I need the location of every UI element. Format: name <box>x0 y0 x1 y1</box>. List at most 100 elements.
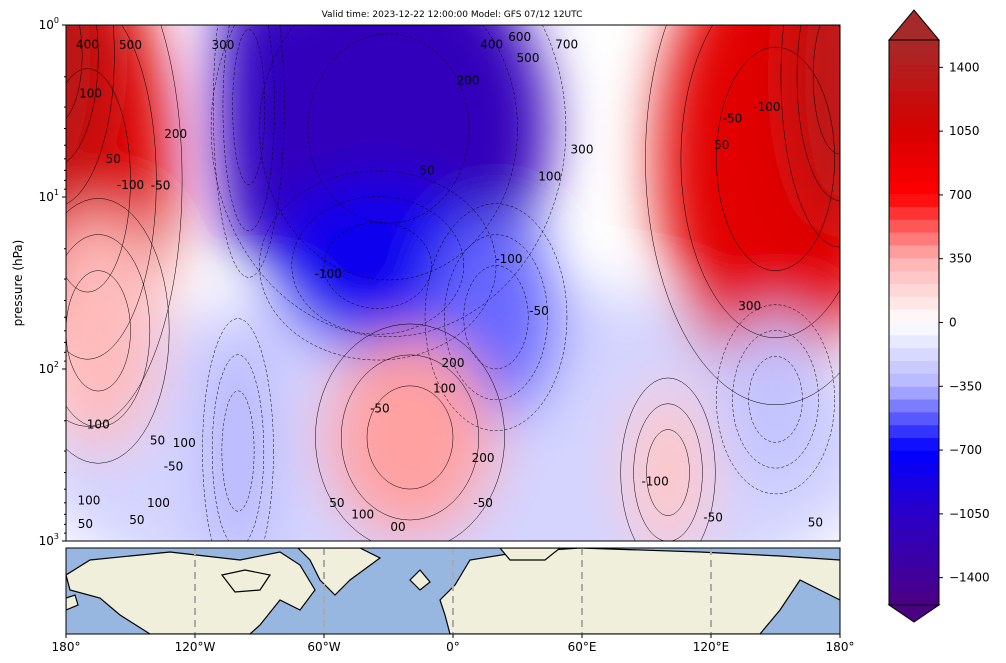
contour-label: -50 <box>723 112 743 126</box>
colorbar-segment <box>889 52 939 67</box>
contour-line <box>259 25 518 281</box>
colorbar-segment <box>889 438 939 452</box>
contour-line <box>66 25 115 205</box>
colorbar-tick-label: 1400 <box>949 60 980 74</box>
field-cell <box>216 25 281 262</box>
y-tick-label: 102 <box>39 360 59 376</box>
contour-label: 100 <box>433 382 456 396</box>
land-mass <box>439 548 840 634</box>
contour-line <box>680 25 840 338</box>
contour-line <box>424 203 568 431</box>
colorbar-segment <box>889 40 939 54</box>
contour-line <box>202 318 274 541</box>
colorbar-segment <box>889 553 939 567</box>
contour-line <box>291 196 464 335</box>
colorbar: 1400 1050 700 350 0 −350 −700 −1050 −1400 <box>887 9 990 623</box>
plot-frame <box>65 24 841 542</box>
contour-line <box>340 354 480 521</box>
colorbar-segment <box>889 91 939 105</box>
contour-label: 400 <box>76 38 99 52</box>
colorbar-tick-label: −1050 <box>949 507 990 521</box>
contour-label: 00 <box>390 520 405 534</box>
colorbar-segment <box>889 361 939 375</box>
colorbar-segment <box>889 258 939 272</box>
field-cell <box>721 313 830 486</box>
contour-label: 100 <box>538 169 561 183</box>
x-tick-label: 60°W <box>307 640 340 654</box>
contour-label: 400 <box>480 38 503 52</box>
contour-line <box>748 356 803 443</box>
colorbar-tick-label: 700 <box>949 188 972 202</box>
contour-label: -100 <box>117 178 144 192</box>
contour-label: -100 <box>495 252 522 266</box>
contour-line <box>633 403 703 541</box>
land-mass <box>409 569 431 591</box>
y-tick-label: 101 <box>39 188 59 204</box>
colorbar-segment <box>889 399 939 413</box>
colorbar-segment <box>889 117 939 131</box>
contour-line <box>444 234 548 401</box>
contour-label: 500 <box>517 51 540 65</box>
contour-line <box>259 170 497 361</box>
field-cell <box>786 25 840 232</box>
colorbar-segment <box>889 335 939 349</box>
contour-label: 100 <box>147 496 170 510</box>
y-tick-label: 100 <box>39 16 59 32</box>
land-mass <box>66 594 79 611</box>
contour-line <box>232 29 266 185</box>
contour-label: 500 <box>119 38 142 52</box>
contour-label: 600 <box>508 30 531 44</box>
field-cell <box>324 334 496 541</box>
y-axis: 100 101 102 103 <box>39 16 66 548</box>
contour-line <box>66 68 131 293</box>
colorbar-segment <box>889 322 939 336</box>
colorbar-segment <box>889 168 939 182</box>
x-tick-label: 120°W <box>175 640 216 654</box>
colorbar-segment <box>889 579 939 593</box>
colorbar-extend-max <box>887 9 941 41</box>
x-tick-label: 120°E <box>693 640 730 654</box>
contour-line <box>66 270 131 392</box>
contour-line <box>66 25 183 427</box>
colorbar-segment <box>889 450 939 465</box>
contour-label: 200 <box>442 356 465 370</box>
contour-line <box>366 385 454 490</box>
colorbar-segment <box>889 540 939 555</box>
field-cell <box>66 210 163 452</box>
colorbar-segment <box>889 296 939 311</box>
contour-label: -100 <box>753 100 780 114</box>
land-mass <box>499 548 561 561</box>
contour-line <box>732 330 819 469</box>
colorbar-segment <box>889 104 939 118</box>
colorbar-tick-label: −700 <box>949 443 982 457</box>
contour-label: 50 <box>329 496 344 510</box>
contour-label: 300 <box>571 143 594 157</box>
colorbar-segment <box>889 373 939 388</box>
contour-label: -100 <box>641 474 668 488</box>
colorbar-tick-label: 0 <box>949 316 957 330</box>
x-axis: 180° 120°W 60°W 0° 60°E 120°E 180° <box>52 634 854 654</box>
colorbar-segment <box>889 283 939 298</box>
colorbar-segment <box>889 463 939 478</box>
colorbar-segment <box>889 78 939 92</box>
map-panel <box>66 548 840 634</box>
colorbar-extend-min <box>887 604 941 623</box>
contour-line <box>812 25 840 155</box>
colorbar-segment <box>889 476 939 490</box>
colorbar-segment <box>889 65 939 80</box>
y-axis-label: pressure (hPa) <box>11 240 25 327</box>
contour-line <box>780 25 840 248</box>
contour-line <box>645 25 840 405</box>
colorbar-segment <box>889 206 939 221</box>
contour-line <box>221 390 255 512</box>
colorbar-segment <box>889 515 939 529</box>
colorbar-segment <box>889 194 939 208</box>
contour-line <box>716 304 835 495</box>
contour-label: 700 <box>555 38 578 52</box>
contour-label: 50 <box>129 513 144 527</box>
colorbar-segment <box>889 181 939 195</box>
contour-line <box>315 323 505 541</box>
colorbar-segment <box>889 309 939 323</box>
